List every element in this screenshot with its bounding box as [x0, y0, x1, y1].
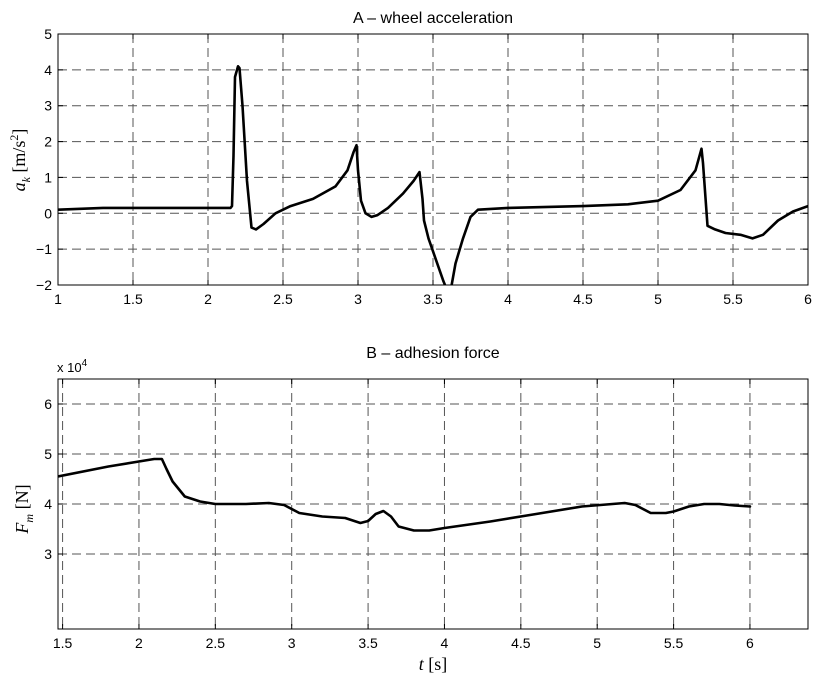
y-scale-note: x 104 — [57, 358, 88, 375]
scale-exponent: 4 — [82, 358, 88, 369]
y-tick-label-a: −2 — [36, 277, 52, 293]
y-tick-label-b: 3 — [44, 546, 52, 562]
y-label-a-sup: 2 — [7, 135, 21, 141]
series-line-a-0 — [58, 65, 808, 285]
x-tick-label-a: 6 — [804, 291, 812, 307]
x-tick-label-a: 3.5 — [423, 291, 443, 307]
y-tick-label-a: 0 — [44, 205, 52, 221]
x-tick-label-b: 3.5 — [358, 635, 378, 651]
x-tick-label-a: 4 — [504, 291, 512, 307]
y-label-b-main: F — [12, 522, 32, 535]
x-tick-label-b: 3 — [288, 635, 296, 651]
y-label-a-main: a — [9, 182, 29, 191]
y-axis-label-b: Fm [N] — [12, 484, 36, 534]
x-tick-label-b: 4 — [441, 635, 449, 651]
series-wheel-acceleration — [58, 65, 808, 285]
x-tick-label-a: 2 — [204, 291, 212, 307]
y-label-a-close: ] — [9, 129, 29, 135]
y-tick-label-a: 2 — [44, 134, 52, 150]
x-tick-label-a: 1 — [54, 291, 62, 307]
x-tick-label-b: 5.5 — [664, 635, 684, 651]
x-tick-label-b: 5 — [593, 635, 601, 651]
x-tick-label-a: 3 — [354, 291, 362, 307]
x-axis-label-b: t [s] — [419, 654, 448, 674]
x-tick-label-a: 4.5 — [573, 291, 593, 307]
x-tick-label-a: 5.5 — [723, 291, 743, 307]
y-label-b-sub: m — [22, 514, 36, 523]
y-tick-label-a: 5 — [44, 26, 52, 42]
y-label-a-sub: k — [19, 176, 33, 182]
y-label-a-units: [m/s — [9, 141, 29, 178]
x-label-units: [s] — [424, 654, 448, 674]
ticks-b: 1.5 2 2.5 3 3.5 4 4.5 5 5.5 6 3 4 5 6 — [44, 379, 808, 651]
scale-base: x 10 — [57, 360, 82, 375]
x-tick-label-b: 6 — [746, 635, 754, 651]
y-label-b-units: [N] — [12, 484, 32, 514]
y-tick-label-a: 1 — [44, 169, 52, 185]
x-tick-label-a: 2.5 — [273, 291, 293, 307]
y-axis-label-a: ak [m/s2] — [7, 129, 33, 192]
y-tick-label-a: 4 — [44, 62, 52, 78]
x-tick-label-b: 4.5 — [511, 635, 531, 651]
x-tick-label-b: 1.5 — [53, 635, 73, 651]
y-tick-label-b: 5 — [44, 446, 52, 462]
x-label-main: t — [419, 654, 425, 674]
y-tick-label-a: 3 — [44, 98, 52, 114]
x-tick-label-b: 2 — [135, 635, 143, 651]
series-line-b-0 — [58, 457, 752, 532]
x-tick-label-a: 5 — [654, 291, 662, 307]
grid-b — [58, 379, 808, 629]
y-tick-label-b: 6 — [44, 396, 52, 412]
series-adhesion-force — [58, 457, 752, 532]
chart-title-a: A – wheel acceleration — [353, 10, 513, 27]
x-tick-label-b: 2.5 — [206, 635, 226, 651]
grid-a — [58, 34, 808, 285]
panel-adhesion-force: B – adhesion force x 104 1.5 2 2.5 3 3.5 4 4.5… — [12, 345, 809, 674]
y-tick-label-a: −1 — [36, 241, 52, 257]
ticks-a: 1 1.5 2 2.5 3 3.5 4 4.5 5 5.5 6 −2 −1 0 1 2 3 4 5 — [36, 26, 812, 307]
y-tick-label-b: 4 — [44, 496, 52, 512]
panel-wheel-acceleration: A – wheel acceleration 1 1.5 2 2.5 3 3.5 4 4.5 5… — [7, 10, 812, 307]
chart-title-b: B – adhesion force — [366, 345, 500, 362]
x-tick-label-a: 1.5 — [123, 291, 143, 307]
